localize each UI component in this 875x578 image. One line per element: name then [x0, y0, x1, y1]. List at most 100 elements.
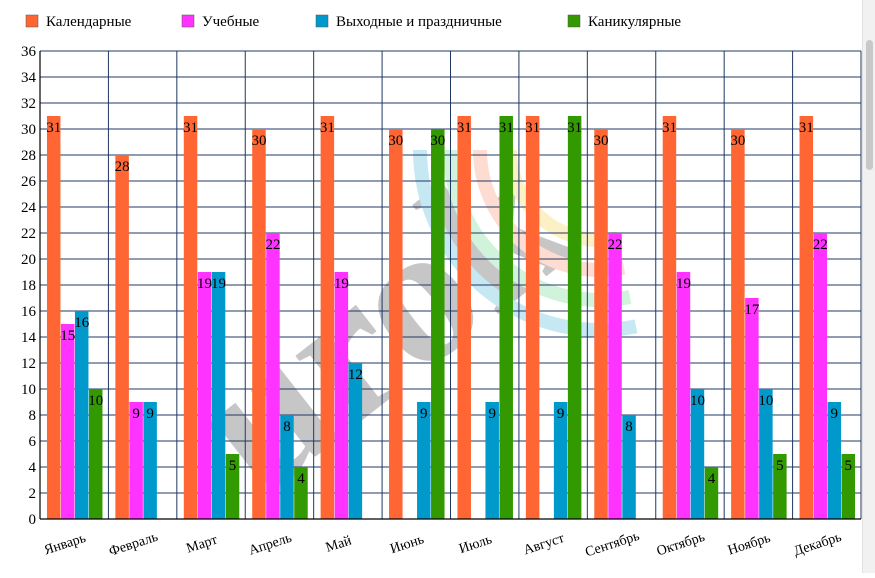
bar — [457, 116, 471, 519]
data-label: 15 — [60, 328, 75, 344]
watermark-arc — [413, 149, 638, 338]
data-label: 8 — [625, 419, 633, 435]
data-label: 16 — [74, 315, 90, 331]
y-tick-label: 8 — [29, 408, 37, 424]
data-label: 12 — [348, 367, 363, 383]
data-label: 9 — [831, 406, 839, 422]
data-label: 31 — [183, 120, 198, 136]
data-label: 4 — [297, 471, 305, 487]
x-tick-label: Май — [324, 533, 354, 556]
bar — [74, 311, 89, 519]
y-tick-label: 26 — [21, 174, 37, 190]
y-tick-label: 6 — [29, 434, 37, 450]
bar — [676, 272, 691, 519]
data-label: 10 — [690, 393, 705, 409]
x-tick-label: Сентябрь — [583, 529, 641, 561]
x-tick-label: Ноябрь — [726, 531, 772, 559]
data-label: 31 — [525, 120, 540, 136]
bar — [183, 116, 198, 519]
y-tick-label: 2 — [29, 486, 37, 502]
data-label: 9 — [146, 406, 154, 422]
data-label: 30 — [730, 133, 745, 149]
data-label: 31 — [799, 120, 814, 136]
x-tick-label: Февраль — [107, 530, 160, 560]
data-label: 31 — [567, 120, 582, 136]
data-label: 17 — [744, 302, 760, 318]
data-label: 31 — [46, 120, 61, 136]
data-label: 28 — [115, 159, 130, 175]
bar — [417, 402, 431, 519]
bar — [662, 116, 677, 519]
data-label: 30 — [388, 133, 403, 149]
bar — [294, 467, 308, 519]
bar — [594, 129, 608, 519]
data-label: 31 — [457, 120, 472, 136]
y-tick-label: 34 — [21, 70, 37, 86]
bar — [252, 129, 266, 519]
x-tick-label: Январь — [42, 531, 87, 559]
bar — [759, 389, 773, 519]
bar — [334, 272, 349, 519]
y-tick-label: 12 — [21, 356, 36, 372]
scrollbar-thumb[interactable] — [866, 40, 873, 170]
x-tick-label: Июнь — [389, 532, 426, 557]
legend-label: Учебные — [202, 14, 260, 30]
bar — [841, 454, 856, 519]
bar — [485, 402, 499, 519]
bar — [622, 415, 636, 519]
data-label: 5 — [229, 458, 237, 474]
legend-label: Выходные и праздничные — [336, 14, 502, 30]
bar — [704, 467, 719, 519]
data-label: 9 — [132, 406, 140, 422]
y-tick-label: 28 — [21, 148, 36, 164]
bar — [225, 454, 240, 519]
data-label: 31 — [499, 120, 514, 136]
legend-swatch — [315, 14, 329, 28]
bar — [499, 116, 513, 519]
x-tick-label: Июль — [457, 532, 494, 557]
grid — [39, 50, 862, 520]
legend-swatch — [567, 14, 581, 28]
y-tick-label: 24 — [21, 200, 37, 216]
vertical-scrollbar[interactable] — [862, 0, 875, 573]
y-tick-label: 20 — [21, 252, 36, 268]
bar — [690, 389, 705, 519]
data-label: 9 — [420, 406, 428, 422]
x-tick-label: Апрель — [247, 531, 294, 559]
y-tick-label: 30 — [21, 122, 36, 138]
x-tick-label: Март — [185, 533, 220, 557]
data-label: 31 — [320, 120, 335, 136]
data-label: 9 — [488, 406, 496, 422]
data-label: 5 — [776, 458, 784, 474]
data-label: 19 — [676, 276, 691, 292]
bar — [60, 324, 75, 519]
bar — [731, 129, 745, 519]
bar — [211, 272, 226, 519]
bar — [827, 402, 842, 519]
bar — [129, 402, 143, 519]
data-label: 8 — [283, 419, 291, 435]
bar — [266, 233, 280, 519]
bar — [348, 363, 363, 519]
bar — [567, 116, 582, 519]
bar — [525, 116, 540, 519]
y-tick-label: 10 — [21, 382, 36, 398]
bar — [46, 116, 61, 519]
data-label: 22 — [608, 237, 623, 253]
data-label: 31 — [662, 120, 677, 136]
y-tick-label: 22 — [21, 226, 36, 242]
data-label: 30 — [430, 133, 445, 149]
bar — [745, 298, 759, 519]
data-label: 4 — [708, 471, 716, 487]
legend-label: Каникулярные — [588, 14, 681, 30]
y-tick-label: 18 — [21, 278, 36, 294]
data-label: 30 — [594, 133, 609, 149]
legend-label: Календарные — [46, 14, 132, 30]
y-tick-label: 32 — [21, 96, 36, 112]
data-label: 19 — [211, 276, 226, 292]
data-label: 5 — [845, 458, 853, 474]
bar — [389, 129, 403, 519]
legend: Календарные Учебные Выходные и праздничные… — [25, 14, 681, 30]
x-tick-label: Декабрь — [792, 530, 843, 559]
